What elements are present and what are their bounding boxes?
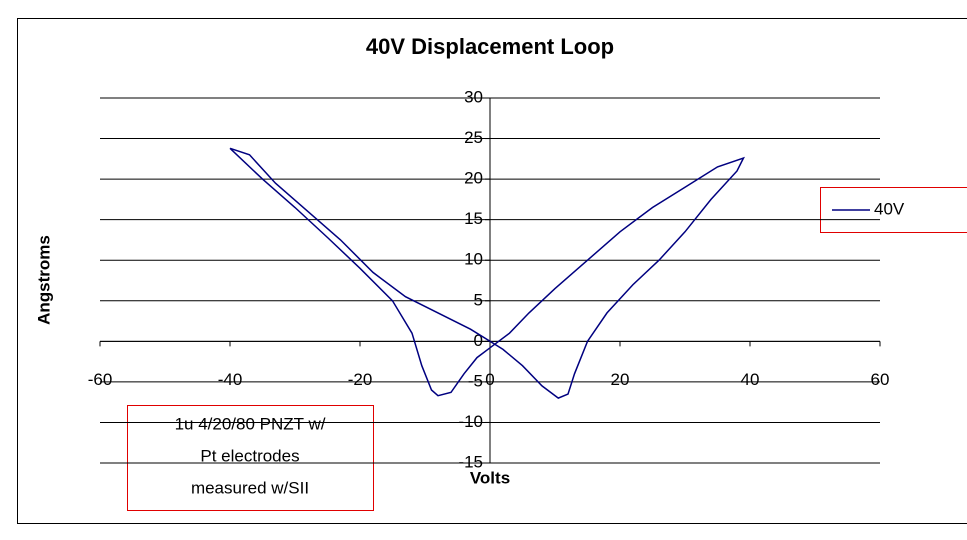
annotation-text: Pt electrodes bbox=[200, 446, 299, 465]
data-line bbox=[229, 147, 745, 399]
y-tick-label: 10 bbox=[464, 250, 483, 269]
y-tick-label: 15 bbox=[464, 209, 483, 228]
x-tick-label: -20 bbox=[348, 370, 373, 389]
x-axis-title: Volts bbox=[470, 468, 510, 487]
x-tick-label: 60 bbox=[871, 370, 890, 389]
annotation-text: measured w/SII bbox=[191, 478, 309, 497]
x-tick-label: -60 bbox=[88, 370, 113, 389]
annotation-text: 1u 4/20/80 PNZT w/ bbox=[175, 414, 326, 433]
y-axis-title: Angstroms bbox=[34, 235, 53, 325]
y-tick-label: 20 bbox=[464, 169, 483, 188]
x-tick-label: 20 bbox=[611, 370, 630, 389]
y-tick-label: 5 bbox=[474, 290, 483, 309]
legend-label: 40V bbox=[874, 199, 905, 218]
y-tick-label: -15 bbox=[458, 452, 483, 471]
y-tick-label: 30 bbox=[464, 87, 483, 106]
x-tick-label: -40 bbox=[218, 370, 243, 389]
x-tick-label: 40 bbox=[741, 370, 760, 389]
y-tick-label: 0 bbox=[474, 331, 483, 350]
y-tick-label: 25 bbox=[464, 128, 483, 147]
x-tick-label: 0 bbox=[485, 370, 494, 389]
y-tick-label: -10 bbox=[458, 412, 483, 431]
annotation-box bbox=[127, 405, 374, 511]
chart-title: 40V Displacement Loop bbox=[366, 34, 614, 59]
y-tick-label: -5 bbox=[468, 371, 483, 390]
